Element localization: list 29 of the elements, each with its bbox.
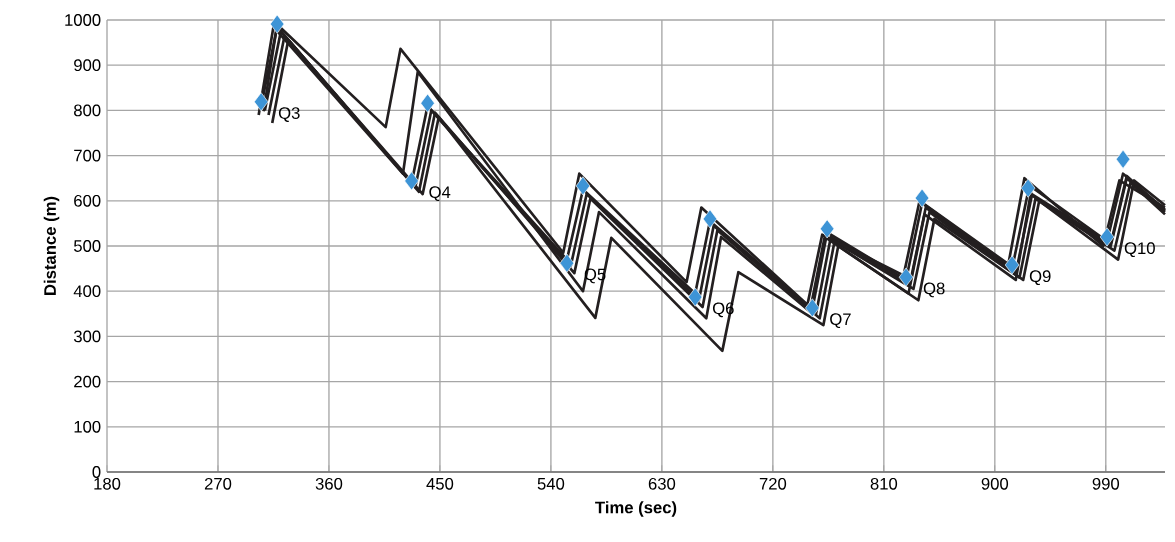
annotation: Q4 (429, 186, 451, 202)
y-tick-label: 0 (92, 466, 101, 478)
y-tick-label: 300 (73, 330, 101, 343)
annotation: Q7 (830, 313, 851, 329)
annotation: Q3 (278, 107, 300, 122)
x-tick-label: 270 (204, 477, 232, 490)
x-tick-label: 720 (759, 477, 787, 490)
y-tick-label: 400 (73, 285, 101, 298)
x-tick-label: 810 (870, 477, 898, 490)
y-tick-label: 600 (74, 194, 101, 207)
annotation: Q9 (1029, 270, 1051, 286)
x-tick-label: 540 (537, 477, 565, 490)
x-tick-label: 180 (94, 477, 121, 490)
x-tick-label: 900 (981, 477, 1009, 490)
y-axis-title: Distance (m) (43, 196, 60, 295)
y-tick-label: 100 (74, 420, 101, 433)
x-axis-title: Time (sec) (595, 501, 677, 517)
y-tick-label: 500 (73, 240, 101, 252)
x-tick-label: 360 (315, 477, 343, 490)
x-tick-label: 450 (426, 477, 454, 490)
y-tick-label: 200 (74, 375, 101, 388)
annotation: Q8 (923, 282, 945, 298)
y-tick-label: 800 (74, 104, 101, 117)
y-tick-label: 1000 (65, 14, 101, 26)
x-tick-label: 630 (648, 477, 676, 490)
y-tick-label: 900 (74, 59, 101, 72)
y-tick-label: 700 (74, 149, 101, 162)
x-tick-label: 990 (1092, 477, 1120, 490)
annotation: Q10 (1124, 242, 1155, 258)
